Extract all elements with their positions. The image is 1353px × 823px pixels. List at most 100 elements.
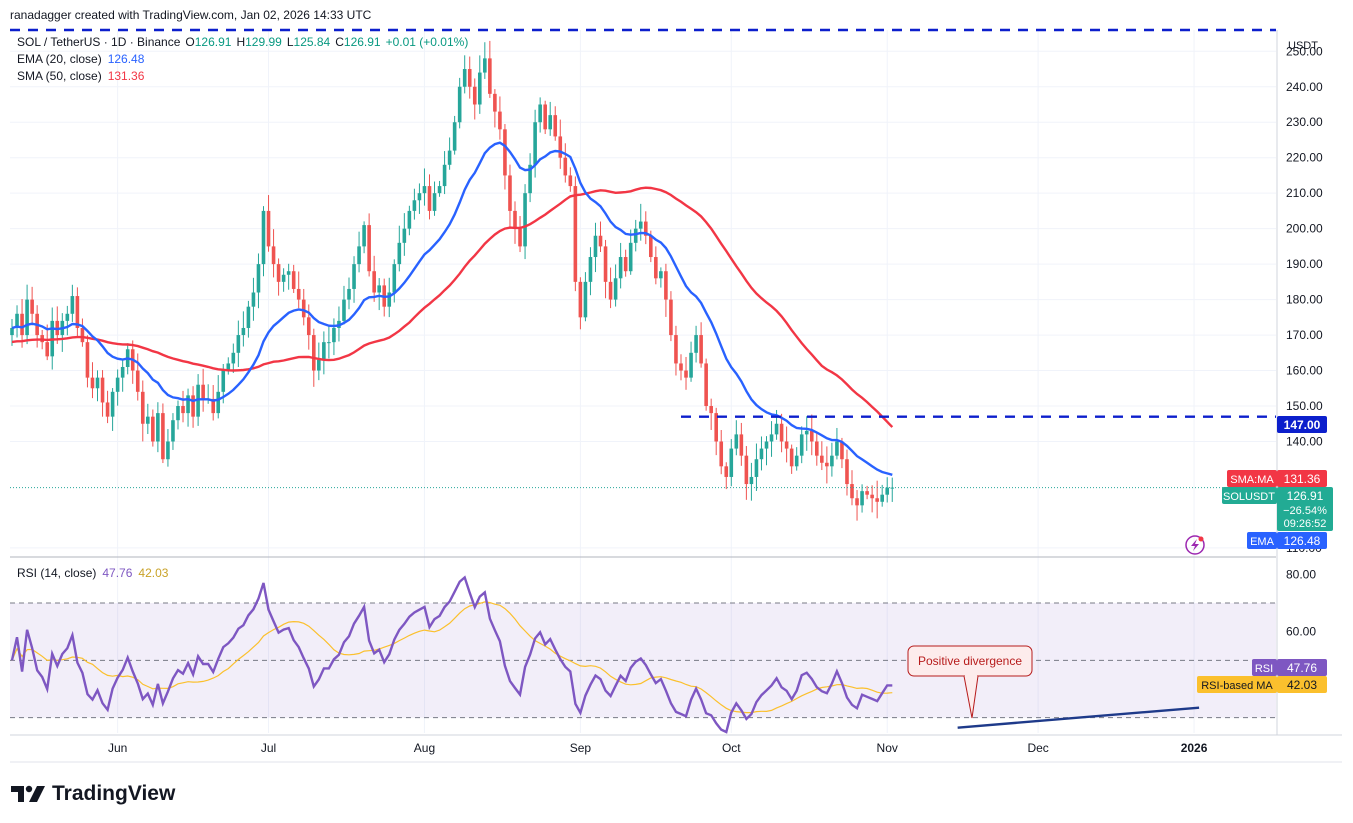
ema-legend[interactable]: EMA (20, close) 126.48: [17, 52, 145, 66]
candle-body: [352, 264, 356, 289]
svg-text:SOLUSDT: SOLUSDT: [1223, 491, 1275, 503]
close-value: 126.91: [344, 35, 381, 49]
candle-body: [583, 281, 588, 318]
candle-body: [689, 352, 693, 378]
candle-body: [784, 441, 789, 449]
ema-badge: EMA 126.48: [1247, 532, 1327, 549]
candle-body: [568, 175, 573, 187]
candle-body: [120, 366, 125, 378]
candle-body: [548, 115, 553, 130]
candle-body: [809, 430, 814, 442]
price-axis-ticks: 110.00140.00150.00160.00170.00180.00190.…: [1286, 44, 1323, 555]
candle-body: [357, 246, 361, 265]
price-tick: 220.00: [1286, 151, 1323, 165]
candle-body: [100, 377, 105, 403]
candle-body: [347, 288, 351, 300]
candle-body: [553, 115, 558, 137]
svg-text:131.36: 131.36: [1284, 472, 1321, 486]
time-axis-labels: Jun Jul Aug Sep Oct Nov Dec 2026: [108, 741, 1208, 755]
svg-text:147.00: 147.00: [1284, 418, 1321, 432]
divergence-callout[interactable]: Positive divergence: [907, 645, 1033, 719]
candle-body: [608, 281, 613, 300]
candle-body: [412, 200, 417, 211]
candle-body: [462, 69, 467, 87]
candle-body: [593, 235, 598, 258]
candle-body: [186, 395, 190, 414]
candle-body: [417, 193, 422, 201]
candle-body: [558, 136, 563, 158]
candle-body: [30, 299, 34, 314]
svg-text:RSI: RSI: [1255, 663, 1273, 675]
rsi-legend[interactable]: RSI (14, close) 47.76 42.03: [17, 566, 169, 580]
candle-body: [543, 104, 547, 130]
svg-text:126.91: 126.91: [1287, 489, 1324, 503]
candle-body: [241, 327, 246, 336]
candle-body: [85, 342, 90, 378]
time-label: Dec: [1027, 741, 1048, 755]
candle-body: [176, 406, 180, 421]
candle-body: [156, 413, 160, 442]
rsi-tick: 80.00: [1286, 567, 1316, 581]
candle-body: [312, 335, 316, 371]
price-tick: 170.00: [1286, 328, 1323, 342]
candle-body: [528, 164, 532, 194]
candle-body: [623, 257, 628, 272]
candle-body: [749, 476, 754, 485]
candle-body: [789, 448, 794, 467]
candle-body: [301, 299, 306, 318]
svg-text:47.76: 47.76: [1287, 661, 1317, 675]
horizontal-levels: [10, 28, 1276, 418]
candle-body: [452, 122, 457, 151]
rsi-ma-legend-value: 42.03: [138, 566, 168, 580]
close-label: C: [335, 35, 344, 49]
candle-body: [65, 313, 70, 321]
candle-body: [286, 271, 291, 275]
low-value: 125.84: [294, 35, 331, 49]
rsi-legend-value: 47.76: [102, 566, 132, 580]
lightning-icon[interactable]: [1185, 535, 1205, 555]
candle-body: [669, 299, 673, 336]
grid: [10, 30, 1276, 733]
price-tick: 200.00: [1286, 222, 1323, 236]
candle-body: [870, 494, 874, 499]
candle-body: [513, 210, 517, 229]
candle-body: [694, 335, 698, 353]
candle-body: [613, 278, 618, 300]
candle-body: [246, 306, 251, 328]
candle-body: [769, 434, 774, 442]
svg-text:09:26:52: 09:26:52: [1284, 518, 1327, 530]
candle-body: [679, 363, 683, 371]
candle-body: [523, 193, 527, 247]
time-label: Oct: [722, 741, 741, 755]
candle-body: [573, 186, 578, 282]
attribution: ranadagger created with TradingView.com,…: [10, 8, 372, 22]
candle-body: [342, 299, 346, 321]
candle-body: [432, 193, 437, 211]
ema-20-line: [11, 141, 893, 476]
svg-text:42.03: 42.03: [1287, 678, 1317, 692]
candle-body: [603, 246, 608, 282]
callout-text: Positive divergence: [918, 654, 1022, 668]
rsi-tick: 60.00: [1286, 625, 1316, 639]
candle-body: [704, 363, 708, 407]
candle-body: [271, 246, 276, 265]
candle-body: [674, 335, 678, 364]
time-label: 2026: [1181, 741, 1208, 755]
candle-body: [115, 377, 120, 392]
candle-body: [447, 150, 452, 165]
candle-body: [779, 423, 784, 442]
candle-body: [820, 455, 824, 463]
price-tick: 150.00: [1286, 399, 1323, 413]
candle-body: [427, 186, 432, 211]
price-tick: 250.00: [1286, 44, 1323, 58]
sma-legend[interactable]: SMA (50, close) 131.36: [17, 69, 145, 83]
candle-body: [437, 186, 442, 194]
candle-body: [20, 313, 24, 336]
candle-body: [291, 271, 296, 289]
candle-body: [739, 434, 744, 456]
time-label: Nov: [877, 741, 898, 755]
candle-body: [402, 228, 407, 243]
candle-body: [654, 257, 658, 279]
